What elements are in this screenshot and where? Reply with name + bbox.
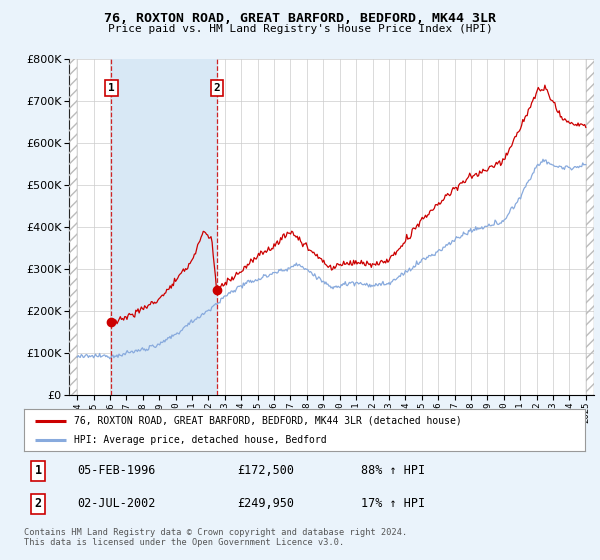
Text: 2: 2	[34, 497, 41, 510]
Bar	[69, 59, 77, 395]
Text: 17% ↑ HPI: 17% ↑ HPI	[361, 497, 425, 510]
Text: 05-FEB-1996: 05-FEB-1996	[77, 464, 155, 478]
Text: £249,950: £249,950	[237, 497, 294, 510]
Bar	[586, 59, 594, 395]
Text: 76, ROXTON ROAD, GREAT BARFORD, BEDFORD, MK44 3LR (detached house): 76, ROXTON ROAD, GREAT BARFORD, BEDFORD,…	[74, 416, 462, 426]
Bar	[69, 59, 77, 395]
Text: 2: 2	[213, 83, 220, 93]
Text: Price paid vs. HM Land Registry's House Price Index (HPI): Price paid vs. HM Land Registry's House …	[107, 24, 493, 34]
Text: 1: 1	[34, 464, 41, 478]
Text: £172,500: £172,500	[237, 464, 294, 478]
Text: 1: 1	[108, 83, 115, 93]
Bar	[112, 59, 217, 395]
Text: Contains HM Land Registry data © Crown copyright and database right 2024.
This d: Contains HM Land Registry data © Crown c…	[24, 528, 407, 547]
Text: 88% ↑ HPI: 88% ↑ HPI	[361, 464, 425, 478]
Text: 02-JUL-2002: 02-JUL-2002	[77, 497, 155, 510]
Text: HPI: Average price, detached house, Bedford: HPI: Average price, detached house, Bedf…	[74, 435, 327, 445]
Text: 76, ROXTON ROAD, GREAT BARFORD, BEDFORD, MK44 3LR: 76, ROXTON ROAD, GREAT BARFORD, BEDFORD,…	[104, 12, 496, 25]
